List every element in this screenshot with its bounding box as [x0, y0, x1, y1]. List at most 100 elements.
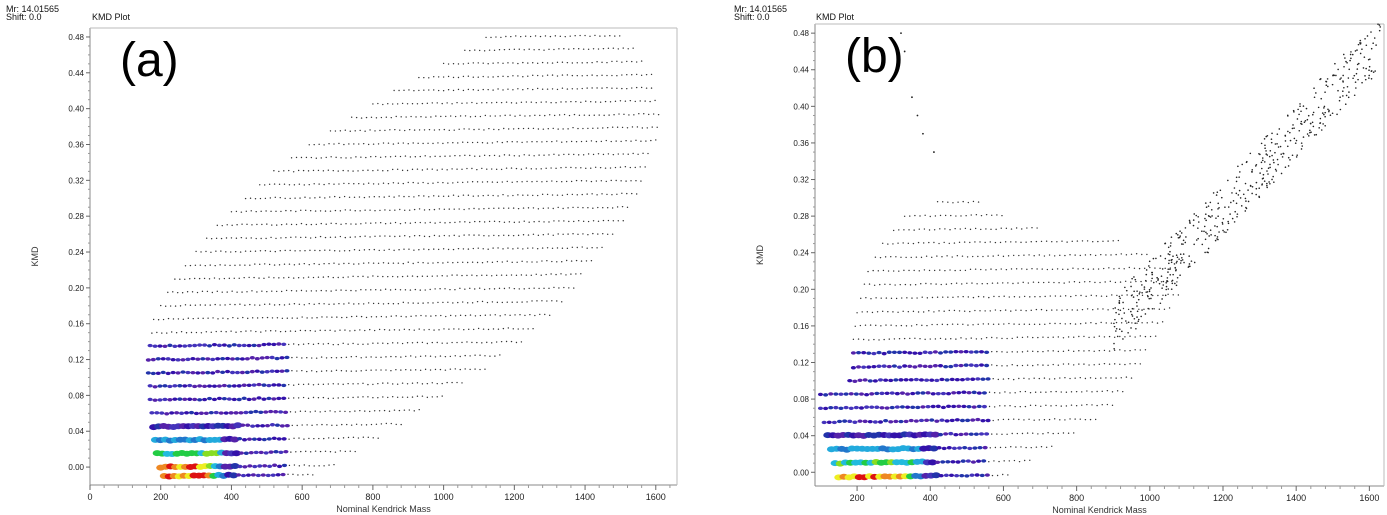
data-point	[428, 248, 430, 251]
data-point	[940, 283, 942, 286]
data-point	[413, 410, 415, 412]
data-point	[1059, 419, 1061, 421]
data-point	[343, 143, 345, 146]
data-point	[1094, 254, 1097, 257]
data-point	[1323, 113, 1325, 116]
data-point	[573, 220, 575, 223]
data-point	[1315, 133, 1318, 136]
data-point	[1016, 351, 1019, 353]
data-point	[963, 241, 966, 243]
data-point	[868, 283, 871, 285]
data-point	[877, 420, 884, 424]
data-point	[358, 263, 360, 265]
data-point	[1045, 309, 1048, 312]
data-point	[624, 100, 627, 102]
data-point	[288, 397, 290, 399]
data-point	[560, 101, 562, 103]
data-point	[860, 297, 862, 300]
data-point	[551, 180, 553, 182]
data-point	[328, 143, 330, 145]
data-point	[879, 406, 885, 410]
data-point	[221, 397, 227, 401]
data-point	[271, 342, 277, 347]
data-point	[1119, 297, 1121, 300]
data-point	[611, 60, 613, 63]
data-point	[902, 242, 904, 244]
data-point	[1060, 391, 1062, 393]
data-point	[1040, 405, 1042, 407]
data-point	[555, 101, 557, 104]
data-point	[464, 288, 466, 290]
data-point	[497, 75, 499, 78]
data-point	[283, 183, 286, 185]
data-point	[408, 195, 410, 198]
data-point	[536, 261, 538, 263]
data-point	[400, 356, 402, 358]
data-point	[263, 303, 266, 306]
data-point	[363, 196, 366, 199]
data-point	[151, 332, 153, 334]
data-point	[970, 214, 972, 216]
data-point	[497, 62, 499, 64]
data-point	[467, 248, 470, 250]
data-point	[466, 181, 469, 183]
data-point	[1023, 295, 1026, 298]
data-point	[521, 301, 523, 303]
data-point	[867, 270, 869, 273]
data-point	[1145, 273, 1148, 276]
data-point	[167, 343, 173, 348]
data-point	[488, 154, 491, 157]
data-point	[1182, 239, 1185, 242]
data-point	[903, 269, 905, 272]
data-point	[933, 229, 936, 231]
data-point	[880, 297, 882, 299]
data-point	[1070, 391, 1073, 393]
data-point	[347, 276, 349, 278]
data-point	[491, 181, 494, 183]
data-point	[1122, 307, 1125, 310]
data-point	[318, 465, 320, 467]
data-point	[419, 221, 421, 224]
data-point	[372, 103, 374, 105]
data-point	[268, 183, 271, 185]
data-point	[471, 167, 473, 170]
data-point	[297, 344, 300, 346]
data-point	[955, 338, 957, 340]
data-point	[306, 317, 308, 319]
data-point	[348, 262, 350, 265]
data-point	[326, 424, 328, 426]
data-point	[1029, 296, 1031, 298]
data-point	[315, 290, 318, 292]
data-point	[1287, 156, 1290, 159]
data-point	[231, 224, 233, 227]
data-point	[1222, 229, 1224, 232]
data-point	[205, 250, 207, 253]
data-point	[1021, 268, 1023, 270]
data-point	[1029, 392, 1032, 394]
data-point	[1272, 175, 1274, 178]
data-point	[1113, 363, 1116, 365]
data-point	[568, 48, 570, 50]
data-point	[1130, 310, 1132, 313]
data-point	[227, 318, 229, 320]
data-point	[1319, 78, 1321, 81]
data-point	[1338, 99, 1341, 102]
data-point	[540, 274, 542, 276]
data-point	[503, 287, 506, 290]
data-point	[630, 180, 632, 182]
data-point	[442, 181, 444, 184]
data-point	[372, 437, 374, 439]
data-point	[243, 276, 245, 279]
data-point	[561, 74, 564, 76]
data-point	[926, 324, 928, 327]
data-point	[1001, 365, 1003, 367]
data-point	[392, 143, 395, 145]
data-point	[597, 220, 600, 222]
data-point	[261, 437, 267, 442]
data-point	[591, 247, 593, 249]
data-point	[483, 154, 486, 157]
data-point	[485, 36, 487, 39]
data-point	[1073, 281, 1076, 283]
data-point	[1150, 280, 1152, 282]
data-point	[433, 234, 436, 237]
